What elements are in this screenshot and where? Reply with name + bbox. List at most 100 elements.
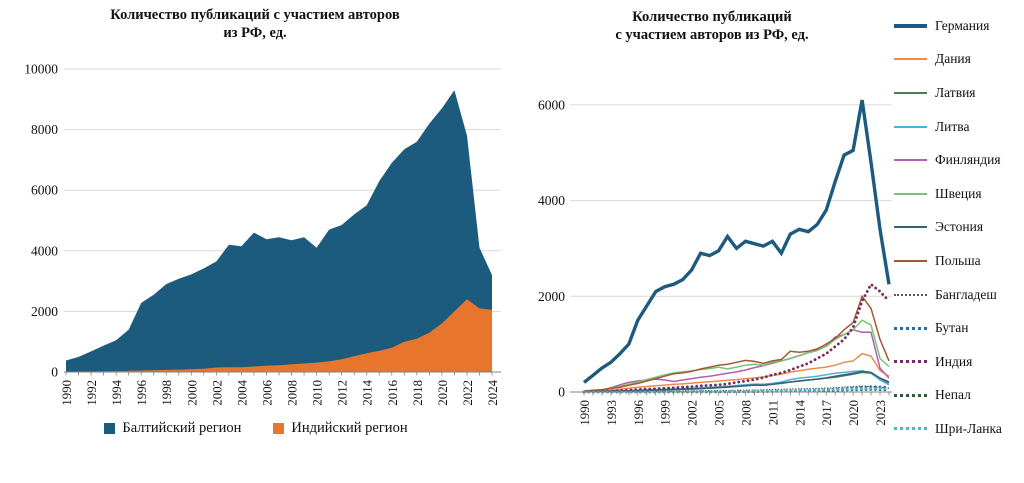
x-axis — [64, 371, 501, 376]
svg-text:1998: 1998 — [160, 380, 174, 406]
svg-text:2020: 2020 — [436, 380, 450, 406]
legend-item-1: Индийский регион — [273, 420, 408, 437]
legend-swatch-line — [894, 125, 927, 128]
svg-text:2016: 2016 — [386, 379, 400, 405]
legend-item-solid-2: Латвия — [894, 76, 1024, 110]
svg-text:2000: 2000 — [538, 289, 565, 304]
legend-item-dot-12: Шри-Ланка — [894, 412, 1024, 446]
legend-label: Польша — [935, 252, 981, 268]
legend-label: Непал — [935, 387, 971, 403]
svg-text:0: 0 — [51, 365, 58, 380]
svg-text:6000: 6000 — [538, 97, 565, 112]
svg-text:2012: 2012 — [336, 380, 350, 406]
svg-text:4000: 4000 — [538, 193, 565, 208]
left-chart-legend: Балтийский регион Индийский регион — [0, 420, 512, 437]
svg-text:4000: 4000 — [31, 243, 58, 258]
svg-text:2000: 2000 — [185, 380, 199, 406]
left-chart-title-line2: из РФ, ед. — [223, 25, 287, 41]
svg-text:1992: 1992 — [85, 380, 99, 406]
y-axis-labels: 0 2000 4000 6000 8000 10000 — [24, 62, 58, 380]
legend-swatch-line — [894, 393, 927, 397]
svg-text:2018: 2018 — [411, 380, 425, 406]
svg-text:1990: 1990 — [578, 400, 592, 426]
svg-text:2008: 2008 — [739, 400, 753, 426]
legend-label: Германия — [935, 17, 990, 33]
svg-text:2023: 2023 — [874, 400, 888, 426]
legend-swatch-line — [894, 326, 927, 330]
legend-label: Бутан — [935, 320, 969, 336]
svg-text:2000: 2000 — [31, 304, 58, 319]
left-chart-title-line1: Количество публикаций с участием авторов — [110, 7, 400, 23]
legend-swatch-line — [894, 23, 927, 28]
svg-text:2020: 2020 — [847, 400, 861, 426]
x-axis-labels: 1990 1993 1996 1999 2002 2005 2008 2011 2014 2017… — [578, 399, 888, 425]
series — [582, 99, 891, 394]
svg-text:6000: 6000 — [31, 183, 58, 198]
svg-text:1996: 1996 — [135, 379, 149, 405]
svg-text:1990: 1990 — [60, 380, 74, 406]
y-axis-labels: 0 2000 4000 6000 — [538, 97, 565, 399]
gridlines — [570, 104, 892, 297]
series — [66, 90, 492, 372]
legend-swatch-line — [894, 58, 927, 61]
legend-swatch-line — [894, 192, 927, 195]
legend-label: Латвия — [935, 84, 976, 100]
legend-item-solid-6: Эстония — [894, 211, 1024, 245]
legend-item-solid-4: Финляндия — [894, 143, 1024, 177]
legend-swatch-line — [894, 259, 927, 262]
right-chart-title: Количество публикаций с участием авторов… — [552, 8, 872, 44]
svg-text:2006: 2006 — [260, 379, 274, 405]
legend-swatch-line — [894, 360, 927, 364]
left-chart-title: Количество публикаций с участием авторов… — [20, 6, 490, 42]
legend-swatch-line — [894, 293, 927, 296]
svg-text:2014: 2014 — [793, 399, 807, 425]
line-series-1 — [583, 352, 890, 393]
svg-text:2022: 2022 — [461, 380, 475, 406]
legend-label: Балтийский регион — [122, 420, 242, 436]
svg-text:8000: 8000 — [31, 122, 58, 137]
svg-text:2002: 2002 — [686, 400, 700, 426]
area-series-1 — [66, 299, 492, 372]
svg-text:2008: 2008 — [286, 380, 300, 406]
legend-item-solid-7: Польша — [894, 244, 1024, 278]
legend-swatch-square — [104, 423, 116, 434]
legend-swatch-line — [894, 226, 927, 229]
x-axis — [570, 391, 892, 396]
legend-label: Дания — [935, 51, 971, 67]
svg-text:2004: 2004 — [235, 379, 249, 405]
legend-item-dot-10: Индия — [894, 345, 1024, 379]
legend-item-0: Балтийский регион — [104, 420, 241, 437]
svg-text:2010: 2010 — [311, 380, 325, 406]
legend-item-solid-1: Дания — [894, 43, 1024, 77]
legend-label: Швеция — [935, 185, 982, 201]
legend-label: Эстония — [935, 219, 984, 235]
legend-item-finedot-8: Бангладеш — [894, 278, 1024, 312]
legend-label: Индия — [935, 353, 973, 369]
svg-text:2017: 2017 — [820, 399, 834, 425]
line-series-5 — [583, 319, 890, 393]
svg-text:0: 0 — [558, 385, 565, 400]
right-chart-title-line2: с участием авторов из РФ, ед. — [615, 27, 809, 43]
line-series-7 — [583, 294, 890, 392]
svg-text:1993: 1993 — [605, 400, 619, 426]
legend-item-solid-3: Литва — [894, 110, 1024, 144]
legend-item-solid-5: Швеция — [894, 177, 1024, 211]
legend-swatch-square — [273, 423, 285, 434]
svg-text:1994: 1994 — [110, 379, 124, 405]
svg-text:1996: 1996 — [632, 399, 646, 425]
area-series-0 — [66, 90, 492, 372]
x-axis-labels: 1990 1992 1994 1996 1998 2000 2002 2004 2006 2008… — [60, 379, 500, 405]
line-series-0 — [582, 99, 891, 384]
svg-text:1999: 1999 — [659, 400, 673, 426]
legend-label: Шри-Ланка — [935, 420, 1002, 436]
legend-label: Бангладеш — [935, 286, 997, 302]
legend-item-thick-0: Германия — [894, 9, 1024, 43]
svg-text:2005: 2005 — [713, 400, 727, 426]
legend-item-dot-11: Непал — [894, 379, 1024, 413]
svg-text:2011: 2011 — [766, 400, 780, 425]
legend-swatch-line — [894, 91, 927, 94]
legend-label: Финляндия — [935, 152, 1001, 168]
legend-label: Литва — [935, 118, 970, 134]
